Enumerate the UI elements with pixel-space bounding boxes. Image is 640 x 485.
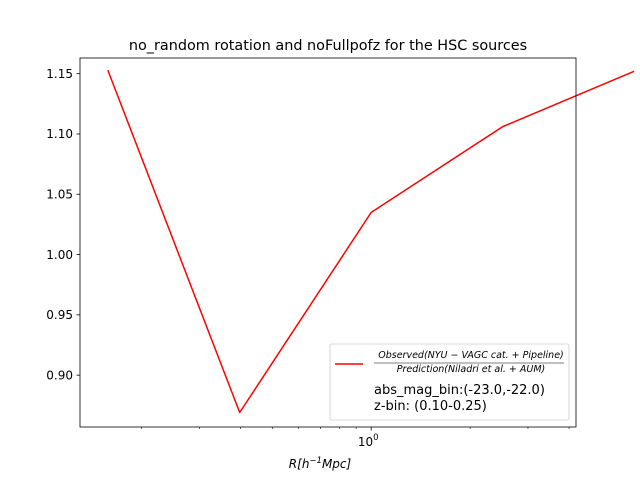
legend-denominator: Prediction(Niladri et al. + AUM) <box>397 364 546 375</box>
legend-extra-text: abs_mag_bin:(-23.0,-22.0) <box>374 383 545 398</box>
y-tick-label: 1.00 <box>46 248 73 262</box>
axes-frame <box>79 57 577 428</box>
y-tick-label: 0.90 <box>46 368 73 382</box>
chart-title: no_random rotation and noFullpofz for th… <box>129 38 527 54</box>
axis-ticks: 0.90 0.95 1.00 1.05 1.10 1.15 100 <box>46 67 570 449</box>
y-tick-label: 0.95 <box>46 308 73 322</box>
x-tick-label: 100 <box>358 433 379 449</box>
y-tick-label: 1.10 <box>46 127 73 141</box>
legend: Observed(NYU − VAGC cat. + Pipeline) Pred… <box>329 343 570 421</box>
y-tick-label: 1.05 <box>46 187 73 201</box>
legend-extra-text: z-bin: (0.10-0.25) <box>374 399 487 414</box>
series-line <box>107 69 635 414</box>
plot-area <box>107 69 635 414</box>
y-tick-label: 1.15 <box>46 67 73 81</box>
x-axis-label: R[h−1Mpc] <box>289 456 352 471</box>
legend-numerator: Observed(NYU − VAGC cat. + Pipeline) <box>378 350 564 361</box>
